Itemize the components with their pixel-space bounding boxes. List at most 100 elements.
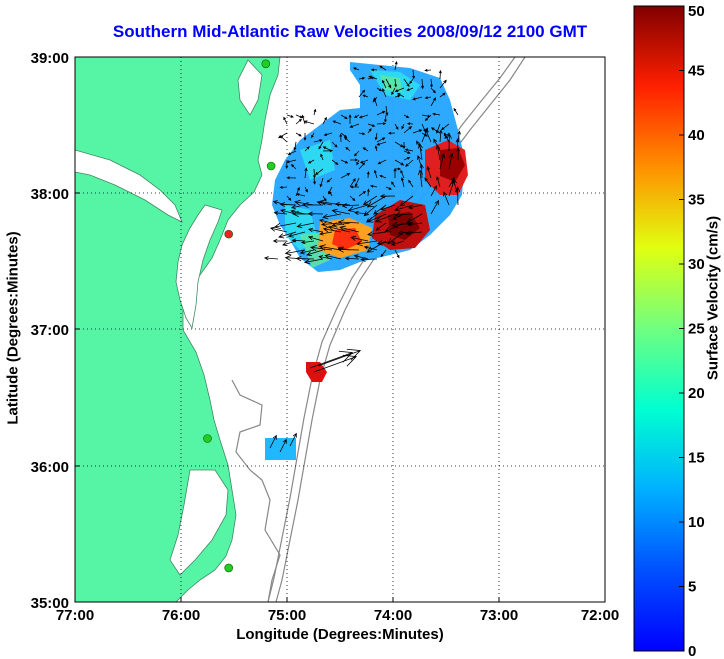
velocity-vector <box>360 257 378 262</box>
velocity-vector <box>320 221 342 227</box>
velocity-vector <box>323 132 333 136</box>
velocity-vector <box>424 68 432 72</box>
velocity-vector <box>288 231 306 238</box>
velocity-vector <box>376 137 386 143</box>
patch-south <box>265 438 296 460</box>
velocity-vector <box>269 226 288 233</box>
velocity-vector <box>354 177 360 188</box>
velocity-vector <box>417 142 423 161</box>
velocity-vector <box>366 231 387 237</box>
velocity-vector <box>293 199 315 206</box>
velocity-vector <box>309 244 333 252</box>
velocity-vector <box>377 159 387 165</box>
velocity-vector <box>358 114 369 119</box>
velocity-vector <box>430 127 441 134</box>
velocity-vector <box>359 159 369 164</box>
velocity-vector <box>380 249 387 258</box>
velocity-vector <box>394 249 400 259</box>
velocity-vector <box>300 240 315 245</box>
jet-southwest-core <box>332 228 362 250</box>
colorbar-ticks: 0 5 10 15 20 25 30 35 40 45 50 <box>679 3 705 659</box>
velocity-vector <box>424 128 432 143</box>
velocity-vector <box>387 131 396 135</box>
velocity-vector <box>362 195 378 206</box>
velocity-vector <box>375 222 387 231</box>
velocity-vector <box>394 78 398 88</box>
station-marker <box>261 59 271 69</box>
velocity-vector <box>430 87 436 94</box>
velocity-vector <box>382 88 387 98</box>
velocity-vector <box>412 129 423 134</box>
velocity-vector <box>358 76 366 80</box>
velocity-vector <box>341 203 360 209</box>
coverage-field-cyan <box>285 70 420 250</box>
velocity-vector <box>404 148 414 152</box>
velocity-vector <box>358 190 367 197</box>
velocity-vector <box>349 177 356 188</box>
velocity-vector <box>400 169 405 179</box>
y-tick-label: 37:00 <box>31 322 69 339</box>
velocity-vector <box>454 186 461 206</box>
velocity-vector <box>301 114 306 125</box>
velocity-vector <box>296 222 315 229</box>
velocity-vector <box>403 150 411 154</box>
velocity-vector <box>349 158 359 162</box>
velocity-vector <box>344 256 360 261</box>
velocity-vector <box>331 141 338 148</box>
colorbar <box>633 5 685 652</box>
x-axis-label: Longitude (Degrees:Minutes) <box>236 626 444 643</box>
chart-title: Southern Mid-Atlantic Raw Velocities 200… <box>112 22 588 41</box>
velocity-vector <box>278 231 297 239</box>
velocity-vector <box>373 97 378 107</box>
cell-shelf-break <box>306 362 327 382</box>
velocity-vector <box>366 188 370 197</box>
velocity-vector <box>394 123 399 131</box>
colorbar-tick-label: 30 <box>688 256 705 273</box>
velocity-vector <box>439 92 446 98</box>
velocity-vector <box>399 195 414 207</box>
coverage-field-green <box>300 75 402 268</box>
velocity-vector <box>358 132 366 136</box>
velocity-vector <box>307 159 315 164</box>
velocity-vector <box>303 120 315 125</box>
core-east-dark <box>440 148 465 182</box>
velocity-vector <box>403 126 413 134</box>
velocity-vector <box>283 116 288 125</box>
velocity-vector <box>352 67 360 71</box>
velocity-vector <box>452 178 459 197</box>
velocity-vector <box>439 153 446 170</box>
velocity-vector <box>349 195 356 202</box>
colorbar-tick-label: 15 <box>688 450 705 467</box>
velocity-vector <box>366 171 370 179</box>
velocity-vector <box>376 87 383 92</box>
velocity-vector <box>304 146 310 152</box>
velocity-vector <box>393 167 397 179</box>
velocity-vector <box>286 114 294 118</box>
x-tick-label: 74:00 <box>374 607 412 624</box>
velocity-vector <box>409 78 414 85</box>
velocity-vector <box>273 211 288 216</box>
velocity-vector <box>311 132 315 139</box>
tick-marks <box>75 192 500 602</box>
velocity-vector <box>384 114 387 123</box>
velocity-vector <box>424 114 432 122</box>
velocity-vector <box>406 122 414 126</box>
velocity-vector <box>379 193 396 199</box>
velocity-vector <box>319 231 333 236</box>
velocity-vector <box>263 256 279 261</box>
velocity-vector <box>299 249 315 255</box>
velocity-vector <box>394 94 401 98</box>
velocity-vector <box>417 169 424 188</box>
velocity-vector <box>279 185 288 189</box>
velocity-vector <box>322 226 342 233</box>
colorbar-tick-label: 35 <box>688 192 705 209</box>
velocity-vector <box>284 249 306 256</box>
velocity-vector <box>405 159 414 167</box>
velocity-vector <box>435 144 441 161</box>
velocity-vector <box>331 208 351 215</box>
velocity-vector <box>286 159 297 164</box>
y-tick-label: 38:00 <box>31 186 69 203</box>
velocity-vector <box>456 147 461 161</box>
velocity-vector <box>313 139 323 143</box>
